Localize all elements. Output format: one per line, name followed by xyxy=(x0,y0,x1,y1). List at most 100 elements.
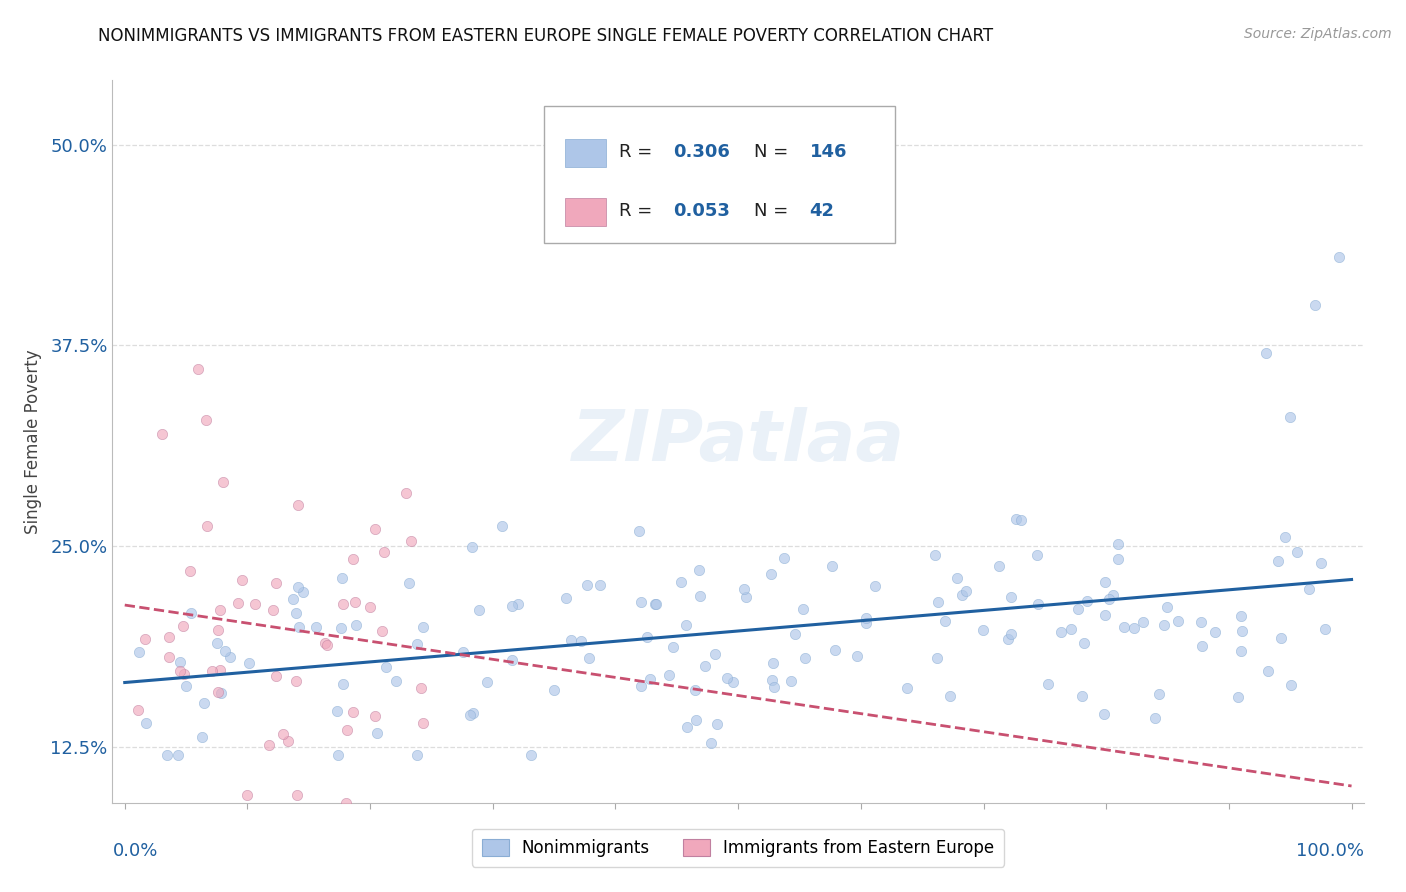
Point xyxy=(1092,707,1115,722)
Text: N =: N = xyxy=(755,202,794,219)
Point xyxy=(468,603,491,617)
Point xyxy=(780,673,803,688)
Point xyxy=(205,636,228,650)
Text: 146: 146 xyxy=(810,143,846,161)
Point xyxy=(1147,687,1170,701)
Point xyxy=(792,602,814,616)
Point xyxy=(1067,602,1090,616)
Point xyxy=(406,637,429,651)
Point xyxy=(644,598,666,612)
Point xyxy=(1010,512,1032,526)
Point xyxy=(1329,250,1351,264)
Point xyxy=(1073,635,1095,649)
Point xyxy=(287,580,309,594)
Point xyxy=(209,663,232,677)
Point xyxy=(332,677,354,691)
Point xyxy=(927,594,949,608)
Point xyxy=(685,713,707,727)
Text: 42: 42 xyxy=(810,202,835,219)
Point xyxy=(1230,644,1253,658)
Point xyxy=(264,576,287,591)
Point xyxy=(683,683,706,698)
Point xyxy=(630,595,652,609)
Point xyxy=(1038,677,1060,691)
Point xyxy=(373,545,395,559)
Point xyxy=(411,716,433,731)
Text: 100.0%: 100.0% xyxy=(1296,842,1364,860)
FancyBboxPatch shape xyxy=(565,198,606,226)
Point xyxy=(671,575,693,590)
Point xyxy=(451,645,474,659)
Point xyxy=(364,709,387,723)
Point xyxy=(1257,665,1279,679)
Point xyxy=(342,706,364,720)
Text: 0.0%: 0.0% xyxy=(112,842,157,860)
Point xyxy=(589,578,612,592)
Point xyxy=(1000,591,1022,605)
Point xyxy=(314,636,336,650)
Point xyxy=(501,599,523,614)
Point xyxy=(662,640,685,654)
Point xyxy=(1191,639,1213,653)
Legend: Nonimmigrants, Immigrants from Eastern Europe: Nonimmigrants, Immigrants from Eastern E… xyxy=(472,829,1004,867)
Point xyxy=(658,668,681,682)
Point xyxy=(896,681,918,696)
Text: 0.306: 0.306 xyxy=(673,143,730,161)
Point xyxy=(285,606,308,620)
Point xyxy=(371,624,394,638)
Point xyxy=(1279,678,1302,692)
Point xyxy=(135,716,157,731)
Point xyxy=(706,717,728,731)
Point xyxy=(627,524,650,538)
Point xyxy=(167,747,190,762)
Point xyxy=(179,564,201,578)
Point xyxy=(1107,552,1129,566)
Point xyxy=(315,638,337,652)
Point xyxy=(997,632,1019,646)
Point xyxy=(156,747,179,762)
Point xyxy=(344,618,367,632)
Point xyxy=(208,603,231,617)
Point xyxy=(262,603,284,617)
Point xyxy=(335,796,357,810)
Point xyxy=(173,666,195,681)
Point xyxy=(330,621,353,635)
Point xyxy=(277,733,299,747)
Point xyxy=(762,657,785,671)
Point xyxy=(1254,346,1277,360)
Point xyxy=(1279,410,1302,425)
Point xyxy=(773,550,796,565)
Point xyxy=(243,598,266,612)
Point xyxy=(366,726,388,740)
Point xyxy=(187,362,209,376)
Point xyxy=(326,747,349,762)
Point xyxy=(1102,588,1125,602)
Point xyxy=(281,592,304,607)
Point xyxy=(405,747,427,762)
Point xyxy=(287,498,309,512)
Point xyxy=(508,597,530,611)
Text: Source: ZipAtlas.com: Source: ZipAtlas.com xyxy=(1244,27,1392,41)
Point xyxy=(336,723,359,737)
Point xyxy=(761,673,783,687)
Point xyxy=(676,720,699,734)
Point xyxy=(1267,554,1289,568)
Point xyxy=(209,686,232,700)
Point xyxy=(1274,530,1296,544)
Point xyxy=(491,518,513,533)
Point xyxy=(399,534,422,549)
Point xyxy=(461,706,484,720)
Point xyxy=(1230,609,1253,624)
Point xyxy=(1230,624,1253,638)
Point xyxy=(169,655,191,669)
Point xyxy=(1049,624,1071,639)
Point xyxy=(412,620,434,634)
Point xyxy=(207,685,229,699)
Point xyxy=(395,486,418,500)
Point xyxy=(938,690,960,704)
Point xyxy=(1098,591,1121,606)
Point xyxy=(645,597,668,611)
Point xyxy=(554,591,576,606)
FancyBboxPatch shape xyxy=(565,139,606,168)
Point xyxy=(821,559,844,574)
